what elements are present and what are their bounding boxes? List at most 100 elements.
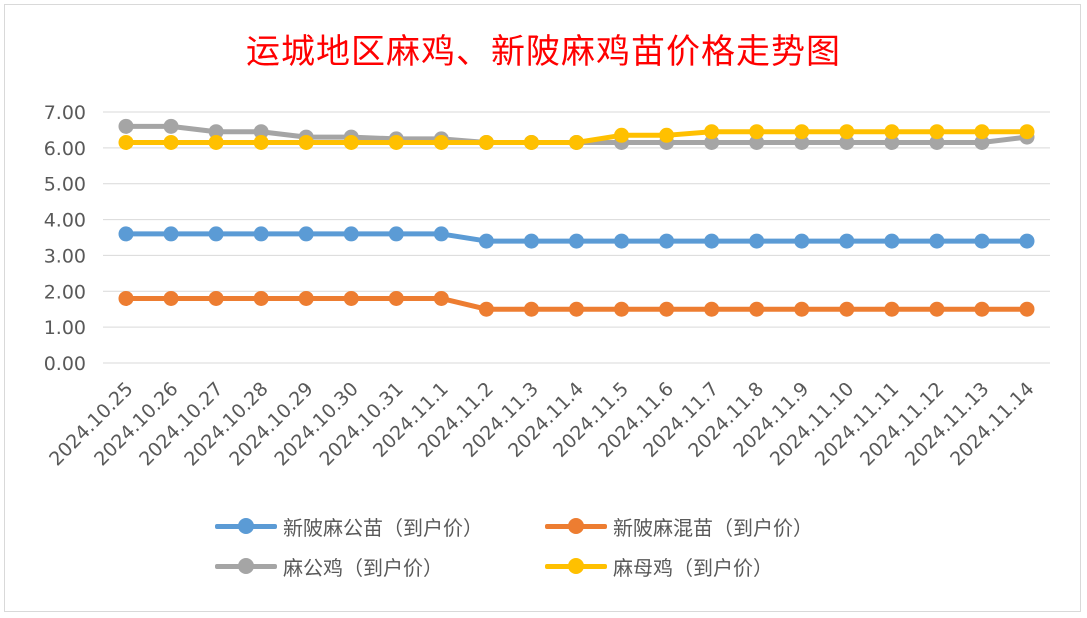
data-point (118, 290, 134, 306)
legend-swatch (545, 512, 607, 540)
legend-swatch (215, 512, 277, 540)
data-point (884, 124, 900, 140)
data-point (659, 301, 675, 317)
data-point (614, 233, 630, 249)
data-point (208, 124, 224, 140)
data-point (118, 118, 134, 134)
data-point (433, 226, 449, 242)
data-point (749, 134, 765, 150)
y-tick-label: 2.00 (44, 281, 86, 303)
data-point (614, 127, 630, 143)
data-point (1019, 233, 1035, 249)
data-point (794, 301, 810, 317)
legend-marker (568, 558, 584, 574)
data-point (839, 124, 855, 140)
data-point (929, 134, 945, 150)
series-0 (118, 226, 1035, 249)
data-point (478, 301, 494, 317)
data-point (253, 134, 269, 150)
data-point (884, 233, 900, 249)
data-point (388, 134, 404, 150)
legend-item: 新陂麻混苗（到户价） (545, 512, 875, 540)
data-point (569, 134, 584, 150)
chart-title: 运城地区麻鸡、新陂麻鸡苗价格走势图 (246, 32, 841, 72)
data-point (974, 134, 990, 150)
y-tick-label: 4.00 (44, 210, 86, 232)
data-point (208, 226, 224, 242)
data-point (749, 301, 765, 317)
legend-swatch (215, 552, 277, 580)
legend-label: 麻公鸡（到户价） (283, 555, 443, 580)
data-point (343, 290, 359, 306)
data-point (298, 226, 314, 242)
data-point (433, 290, 449, 306)
legend-swatch (545, 552, 607, 580)
data-point (884, 134, 900, 150)
data-point (704, 134, 720, 150)
data-point (794, 233, 810, 249)
series-layer (118, 118, 1035, 317)
data-point (704, 233, 720, 249)
data-point (929, 301, 945, 317)
data-point (388, 290, 404, 306)
data-point (478, 233, 494, 249)
data-point (974, 301, 990, 317)
data-point (118, 226, 134, 242)
data-point (569, 301, 584, 317)
data-point (884, 301, 900, 317)
legend-item: 麻母鸡（到户价） (545, 552, 875, 580)
y-tick-label: 1.00 (44, 317, 86, 339)
y-tick-label: 5.00 (44, 174, 86, 196)
series-3 (118, 124, 1035, 150)
legend-label: 麻母鸡（到户价） (613, 555, 773, 580)
data-point (659, 127, 675, 143)
legend-label: 新陂麻混苗（到户价） (613, 515, 813, 540)
data-point (794, 124, 810, 140)
data-point (118, 134, 134, 150)
data-point (298, 134, 314, 150)
data-point (523, 301, 539, 317)
data-point (704, 301, 720, 317)
data-point (839, 301, 855, 317)
data-point (298, 290, 314, 306)
data-point (388, 226, 404, 242)
y-axis-ticks: 0.00 1.00 2.00 3.00 4.00 5.00 6.00 7.00 (44, 102, 86, 375)
data-point (433, 134, 449, 150)
data-point (1019, 124, 1035, 140)
data-point (974, 124, 990, 140)
x-axis-ticks: 2024.10.252024.10.262024.10.272024.10.28… (45, 378, 1038, 470)
data-point (929, 124, 945, 140)
series-1 (118, 290, 1035, 317)
data-point (208, 134, 224, 150)
data-point (614, 301, 630, 317)
data-point (794, 134, 810, 150)
data-point (929, 233, 945, 249)
data-point (208, 290, 224, 306)
data-point (163, 118, 179, 134)
data-point (163, 134, 179, 150)
data-point (974, 233, 990, 249)
legend-marker (568, 518, 584, 534)
data-point (253, 226, 269, 242)
data-point (163, 290, 179, 306)
data-point (749, 124, 765, 140)
legend-item: 新陂麻公苗（到户价） (215, 512, 545, 540)
data-point (523, 134, 539, 150)
legend-label: 新陂麻公苗（到户价） (283, 515, 483, 540)
legend: 新陂麻公苗（到户价） 新陂麻混苗（到户价） 麻公鸡（到户价） 麻母鸡（到户价） (215, 512, 915, 580)
y-tick-label: 0.00 (44, 353, 86, 375)
data-point (163, 226, 179, 242)
data-point (749, 233, 765, 249)
data-point (569, 233, 584, 249)
y-tick-label: 3.00 (44, 245, 86, 267)
data-point (839, 233, 855, 249)
y-tick-label: 6.00 (44, 138, 86, 160)
data-point (704, 124, 720, 140)
data-point (253, 290, 269, 306)
y-tick-label: 7.00 (44, 102, 86, 124)
legend-marker (238, 518, 254, 534)
data-point (523, 233, 539, 249)
data-point (343, 134, 359, 150)
data-point (1019, 301, 1035, 317)
